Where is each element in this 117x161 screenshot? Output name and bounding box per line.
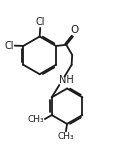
Text: NH: NH (59, 75, 74, 85)
Text: CH₃: CH₃ (58, 132, 74, 141)
Text: CH₃: CH₃ (28, 115, 44, 124)
Text: Cl: Cl (4, 41, 14, 51)
Text: Cl: Cl (35, 17, 45, 27)
Text: O: O (70, 25, 79, 35)
